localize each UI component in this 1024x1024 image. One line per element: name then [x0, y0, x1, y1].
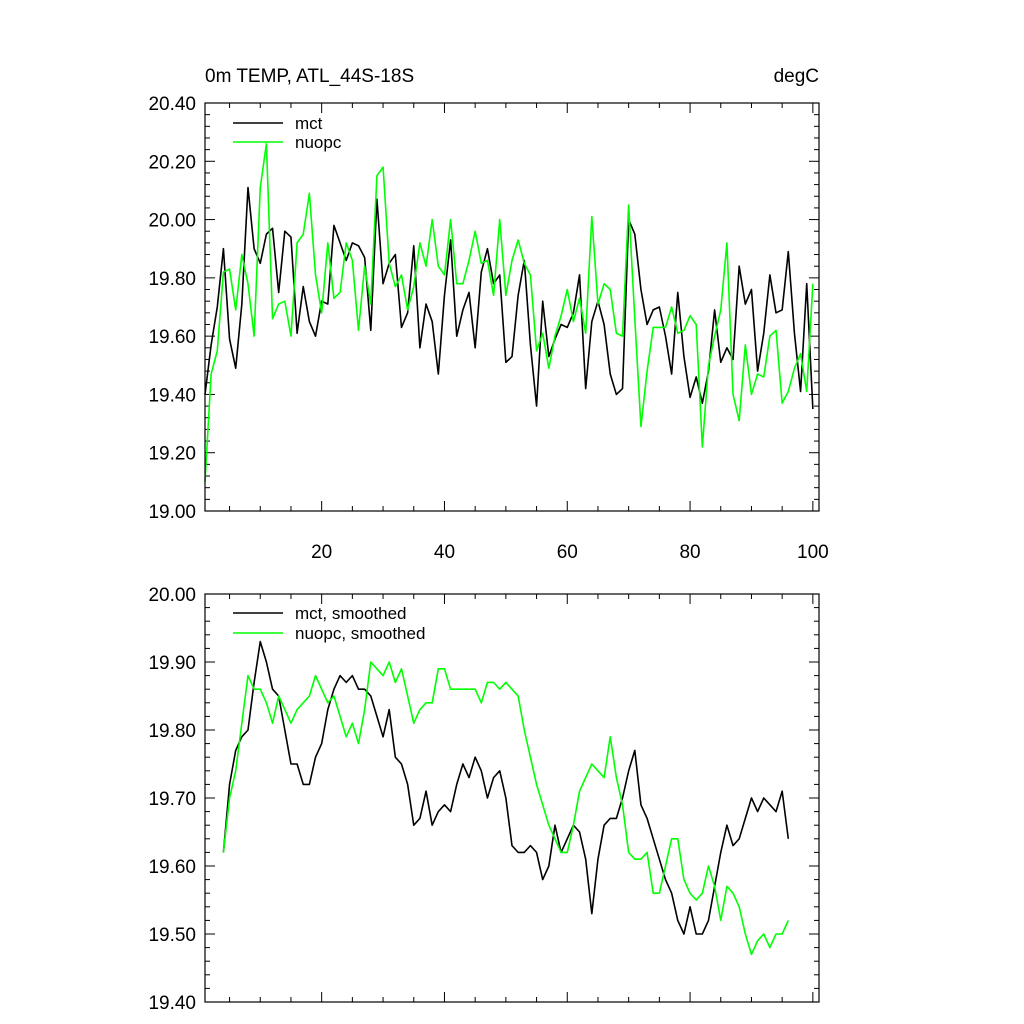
- bottom-ytick-label: 20.00: [148, 585, 196, 606]
- top-ytick-label: 19.80: [148, 269, 196, 290]
- bottom-ytick-label: 19.80: [148, 721, 196, 742]
- bottom-tick-labels: 19.40 19.50 19.60 19.70 19.80 19.90 20.00: [148, 585, 196, 1014]
- top-ytick-label: 20.40: [148, 94, 196, 115]
- top-xtick-label: 20: [311, 542, 332, 563]
- top-series-lines: [204, 143, 814, 482]
- top-xtick-label: 40: [434, 542, 455, 563]
- bottom-legend: mct, smoothed nuopc, smoothed: [233, 604, 425, 643]
- bottom-plot-frame: [204, 593, 820, 1003]
- top-series-line-0: [204, 186, 814, 410]
- top-series-line-1: [204, 143, 814, 482]
- bottom-series-line-0: [222, 640, 790, 935]
- top-legend-label-mct: mct: [295, 114, 323, 133]
- top-legend-label-nuopc: nuopc: [295, 133, 342, 152]
- top-plot-frame: [204, 102, 820, 512]
- top-ytick-label: 19.60: [148, 327, 196, 348]
- top-ytick-label: 19.20: [148, 444, 196, 465]
- top-xtick-label: 80: [679, 542, 700, 563]
- bottom-ytick-label: 19.90: [148, 653, 196, 674]
- bottom-series-lines: [222, 640, 790, 956]
- bottom-series-line-1: [222, 661, 790, 956]
- top-ytick-label: 19.40: [148, 385, 196, 406]
- bottom-axis-ticks: [205, 593, 819, 1003]
- top-chart-title: 0m TEMP, ATL_44S-18S: [205, 66, 414, 87]
- bottom-ytick-label: 19.50: [148, 925, 196, 946]
- bottom-panel: mct, smoothed nuopc, smoothed 19.40 19.50…: [148, 585, 820, 1014]
- top-panel: 0m TEMP, ATL_44S-18S degC mct nuopc 19.0…: [148, 66, 828, 563]
- top-chart-units: degC: [774, 66, 819, 87]
- top-xtick-label: 60: [557, 542, 578, 563]
- top-ytick-label: 20.20: [148, 152, 196, 173]
- bottom-ytick-label: 19.40: [148, 993, 196, 1014]
- bottom-ytick-label: 19.70: [148, 789, 196, 810]
- bottom-legend-label-nuopc: nuopc, smoothed: [295, 624, 425, 643]
- bottom-ytick-label: 19.60: [148, 857, 196, 878]
- top-xtick-label: 100: [797, 542, 829, 563]
- top-ytick-label: 20.00: [148, 211, 196, 232]
- top-legend: mct nuopc: [233, 114, 342, 152]
- bottom-legend-label-mct: mct, smoothed: [295, 604, 407, 623]
- top-tick-labels: 19.00 19.20 19.40 19.60 19.80 20.00 20.20 20.40…: [148, 94, 828, 563]
- top-ytick-label: 19.00: [148, 502, 196, 523]
